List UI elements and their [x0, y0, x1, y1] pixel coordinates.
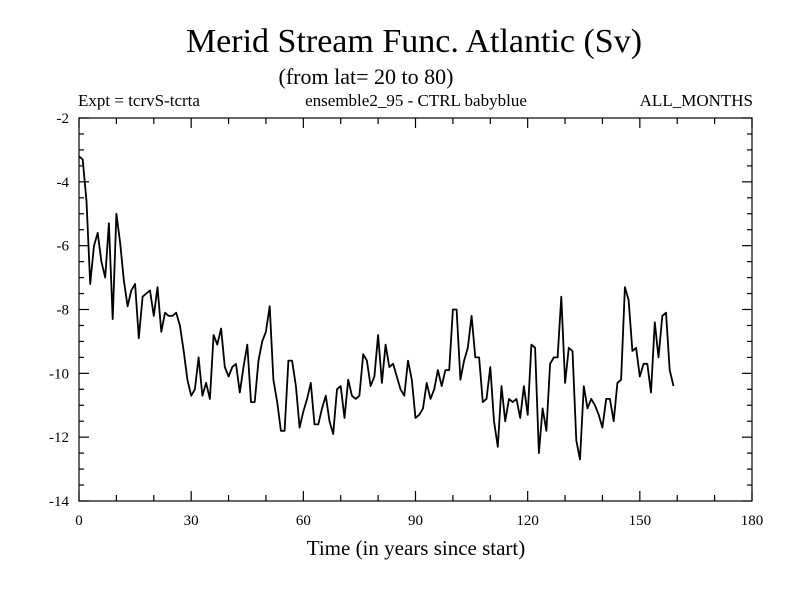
series-line — [78, 155, 675, 461]
x-tick-label: 120 — [516, 513, 539, 529]
header-right: ALL_MONTHS — [640, 91, 753, 110]
x-axis-tick-labels: 0 30 60 90 120 150 180 — [75, 513, 763, 529]
y-tick-label: -8 — [57, 303, 70, 319]
y-tick-label: -2 — [57, 111, 70, 127]
x-tick-label: 60 — [296, 513, 311, 529]
x-tick-label: 30 — [184, 513, 199, 529]
y-axis-tick-labels: -14 -12 -10 -8 -6 -4 -2 — [49, 111, 69, 510]
x-tick-label: 0 — [75, 513, 83, 529]
y-tick-label: -4 — [57, 175, 70, 191]
y-axis-ticks — [79, 117, 752, 502]
y-tick-label: -6 — [57, 239, 70, 255]
header-left: Expt = tcrvS-tcrta — [78, 91, 200, 110]
header-center: ensemble2_95 - CTRL babyblue — [305, 91, 527, 110]
chart-subtitle: (from lat= 20 to 80) — [279, 64, 454, 89]
x-axis-ticks — [78, 118, 753, 501]
x-tick-label: 90 — [408, 513, 423, 529]
x-axis-label: Time (in years since start) — [307, 536, 526, 560]
chart-title: Merid Stream Func. Atlantic (Sv) — [186, 23, 642, 60]
y-tick-label: -12 — [49, 430, 69, 446]
x-tick-label: 150 — [629, 513, 652, 529]
y-tick-label: -10 — [49, 366, 69, 382]
x-tick-label: 180 — [741, 513, 764, 529]
y-tick-label: -14 — [49, 494, 69, 510]
plot-frame — [78, 117, 753, 502]
